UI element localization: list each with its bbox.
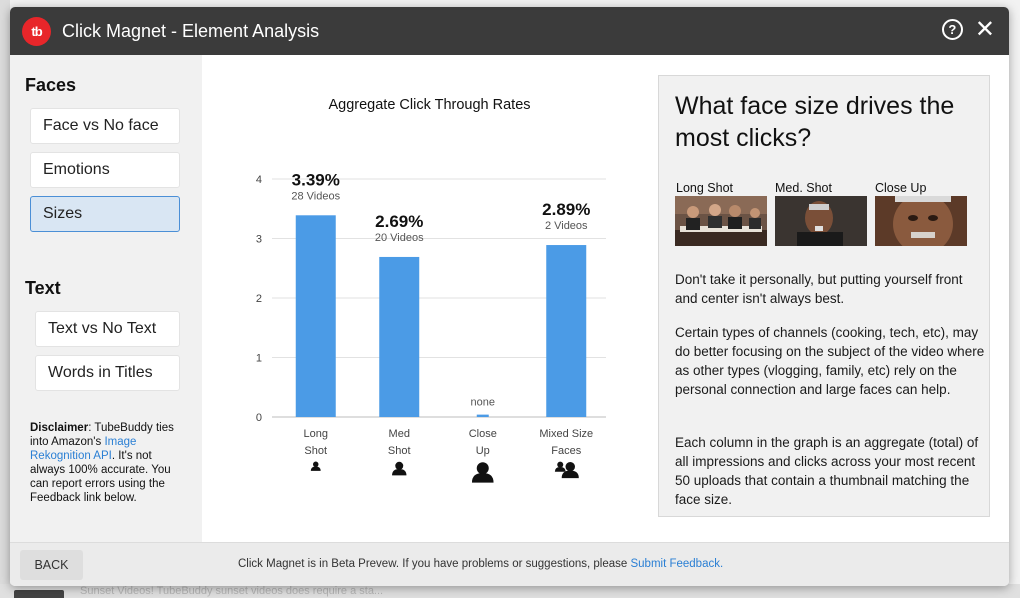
x-tick-label: Med [389, 428, 410, 440]
person-size-icon [554, 461, 579, 479]
info-paragraph-2: Certain types of channels (cooking, tech… [675, 325, 985, 397]
person-size-icon [392, 461, 407, 476]
data-label: 2.69% [375, 212, 423, 231]
data-label: 3.39% [292, 170, 340, 189]
y-tick-label: 3 [256, 234, 262, 246]
data-sub-label: 20 Videos [375, 232, 424, 244]
y-tick-label: 1 [256, 353, 262, 365]
nav-label: Words in Titles [48, 364, 153, 381]
question-circle-icon[interactable]: ? [941, 19, 963, 40]
data-label: 2.89% [542, 200, 590, 219]
bar-chart: 0 1 2 3 4 3.39%28 Videos Long Shot 2.69%20 Video… [256, 170, 606, 483]
background-thumbnail [14, 590, 64, 598]
nav-face-vs-no-face[interactable]: Face vs No face [30, 108, 180, 144]
disclaimer-bold: Disclaimer [30, 422, 89, 434]
tubebuddy-logo: tb [22, 16, 51, 46]
info-paragraph-1: Don't take it personally, but putting yo… [675, 272, 963, 306]
y-tick-label: 2 [256, 293, 262, 305]
thumb-label-close-up: Close Up [875, 181, 927, 195]
disclaimer: Disclaimer: TubeBuddy ties into Amazon's… [30, 421, 190, 505]
click-magnet-modal: tb Click Magnet - Element Analysis ? ✕ F… [10, 7, 1009, 586]
text-section-title: Text [25, 278, 61, 298]
x-tick-label: Shot [388, 445, 411, 457]
person-size-icon [310, 461, 321, 471]
info-panel: What face size drives the most clicks? L… [658, 75, 990, 517]
footer-message: Click Magnet is in Beta Prevew. If you h… [238, 558, 723, 570]
thumb-label-long-shot: Long Shot [676, 181, 733, 195]
image-rekognition-link[interactable]: Image Rekognition API [30, 436, 137, 462]
faces-section-title: Faces [25, 75, 77, 95]
thumbnail-long-shot [675, 196, 767, 246]
chart-bar [295, 215, 336, 417]
chart-area: Aggregate Click Through Rates 0 1 2 3 4 3.39%… [202, 55, 657, 542]
x-tick-label: Long [304, 428, 328, 440]
data-label: none [471, 397, 495, 409]
nav-sizes[interactable]: Sizes [30, 196, 180, 232]
nav-words-in-titles[interactable]: Words in Titles [35, 355, 180, 391]
submit-feedback-link[interactable]: Submit Feedback. [630, 558, 724, 570]
x-tick-label: Mixed Size [539, 428, 593, 440]
chart-bar [379, 256, 420, 417]
x-tick-label: Up [476, 445, 490, 457]
info-paragraph-3: Each column in the graph is an aggregate… [675, 435, 979, 507]
window-title: Click Magnet - Element Analysis [62, 20, 320, 41]
close-icon[interactable]: ✕ [974, 15, 995, 43]
disclaimer-text-1: : TubeBuddy ties into Amazon's [30, 422, 174, 448]
chart-bar [546, 245, 587, 417]
info-heading: What face size drives the most clicks? [675, 92, 955, 152]
y-tick-label: 4 [256, 174, 262, 186]
disclaimer-text-2: . It's not always 100% accurate. You can… [30, 450, 171, 504]
background-bottom-text: Sunset Videos! TubeBuddy sunset videos d… [80, 585, 384, 597]
back-button[interactable]: BACK [20, 550, 83, 580]
y-tick-label: 0 [256, 412, 262, 424]
x-tick-label: Faces [551, 445, 581, 457]
chart-title: Aggregate Click Through Rates [328, 97, 531, 113]
data-sub-label: 2 Videos [545, 220, 588, 232]
chart-bar [476, 414, 489, 417]
x-tick-label: Close [469, 428, 497, 440]
person-size-icon [471, 462, 494, 483]
nav-label: Sizes [43, 205, 83, 222]
nav-label: Emotions [43, 161, 110, 178]
background-bottom-bar: Sunset Videos! TubeBuddy sunset videos d… [0, 584, 1020, 598]
data-sub-label: 28 Videos [291, 190, 340, 202]
footer-text: Click Magnet is in Beta Prevew. If you h… [238, 558, 631, 570]
thumbnail-med-shot [775, 196, 867, 246]
nav-text-vs-no-text[interactable]: Text vs No Text [35, 311, 180, 347]
nav-emotions[interactable]: Emotions [30, 152, 180, 188]
nav-label: Face vs No face [43, 117, 159, 134]
nav-label: Text vs No Text [48, 320, 157, 337]
title-bar: tb Click Magnet - Element Analysis ? ✕ [10, 7, 1009, 55]
thumb-label-med-shot: Med. Shot [775, 181, 832, 195]
background-strip [0, 0, 10, 598]
thumbnail-close-up [875, 196, 967, 246]
footer: BACK Click Magnet is in Beta Prevew. If … [10, 542, 1009, 586]
sidebar: Faces Face vs No face Emotions Sizes Tex… [10, 55, 202, 542]
x-tick-label: Shot [304, 445, 327, 457]
